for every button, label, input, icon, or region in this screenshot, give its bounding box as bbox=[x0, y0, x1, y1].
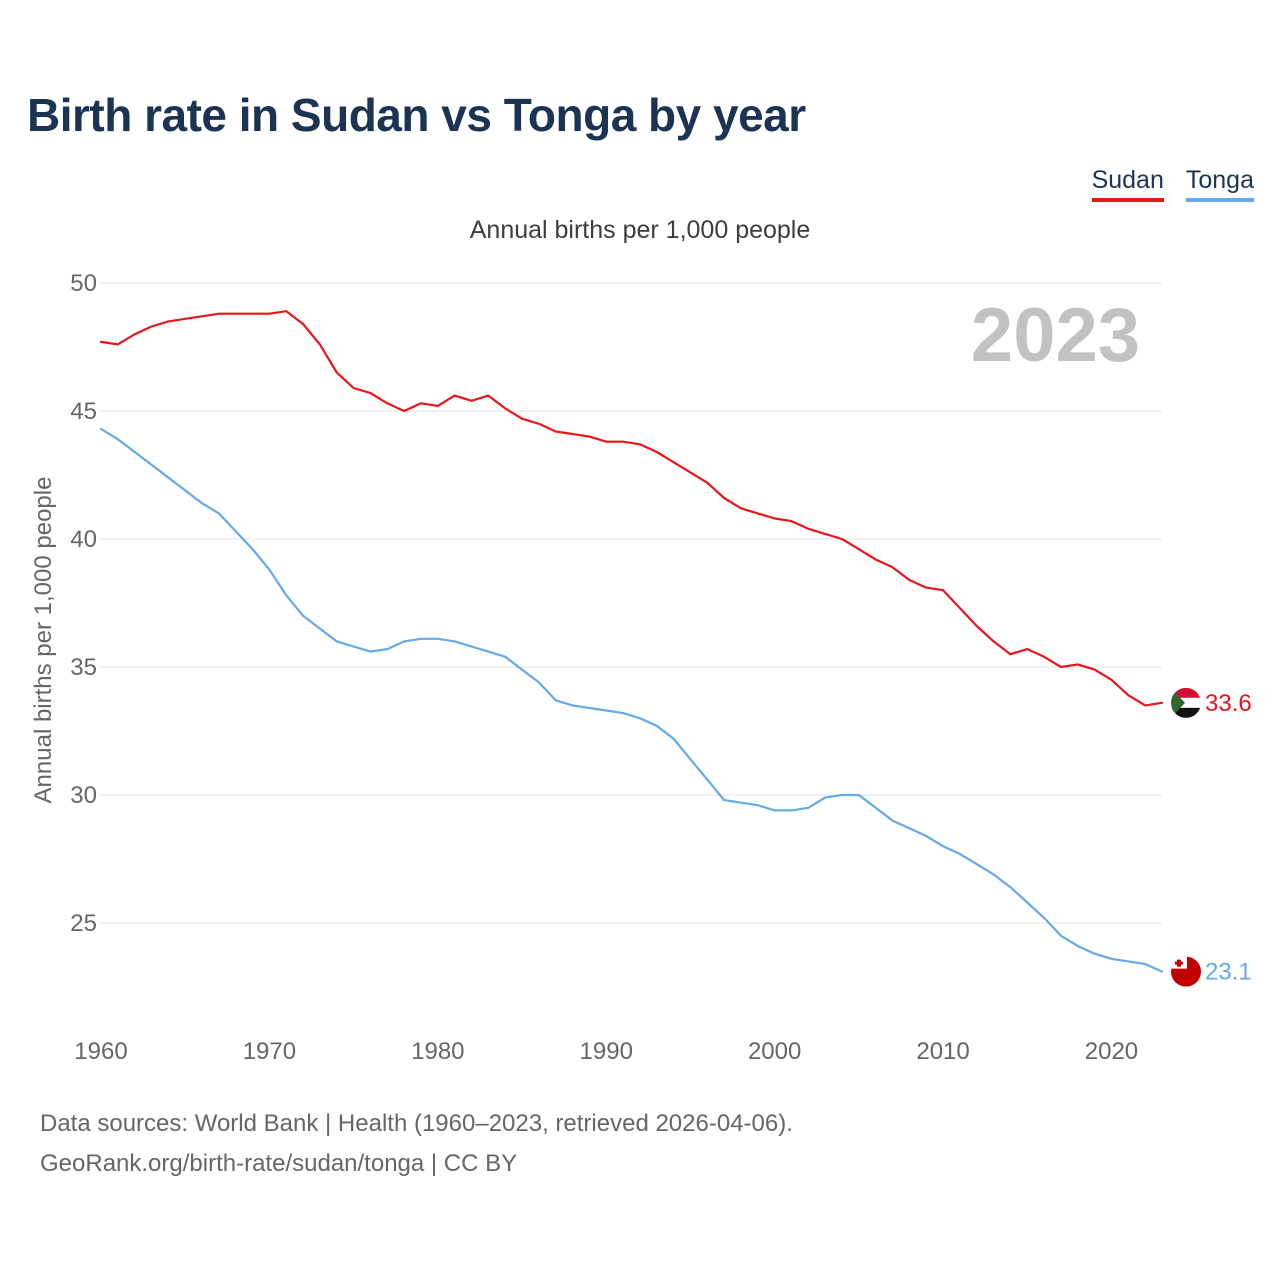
footer: Data sources: World Bank | Health (1960–… bbox=[40, 1104, 793, 1184]
source-url: GeoRank.org/birth-rate/sudan/tonga | CC … bbox=[40, 1150, 518, 1177]
x-tick-label: 2010 bbox=[916, 1038, 969, 1065]
legend-item-tonga[interactable]: Tonga bbox=[1185, 166, 1254, 202]
year-watermark: 2023 bbox=[971, 293, 1140, 378]
legend: Sudan Tonga bbox=[1091, 166, 1254, 202]
x-tick-label: 2020 bbox=[1085, 1038, 1138, 1065]
flag-sudan-icon bbox=[1171, 687, 1201, 718]
y-tick-label: 25 bbox=[70, 910, 97, 937]
y-tick-label: 35 bbox=[70, 654, 97, 681]
x-tick-label: 1990 bbox=[580, 1038, 633, 1065]
end-value-label-sudan: 33.6 bbox=[1205, 690, 1252, 717]
x-tick-label: 1970 bbox=[243, 1038, 296, 1065]
chart-subtitle: Annual births per 1,000 people bbox=[469, 216, 811, 244]
chart-title: Birth rate in Sudan vs Tonga by year bbox=[27, 89, 806, 141]
x-tick-label: 1980 bbox=[411, 1038, 464, 1065]
y-tick-label: 30 bbox=[70, 782, 97, 809]
x-tick-label: 2000 bbox=[748, 1038, 801, 1065]
y-tick-label: 50 bbox=[70, 270, 97, 297]
data-source-note: Data sources: World Bank | Health (1960–… bbox=[40, 1110, 793, 1137]
y-tick-label: 40 bbox=[70, 526, 97, 553]
flag-tonga-icon bbox=[1171, 956, 1201, 987]
y-tick-label: 45 bbox=[70, 398, 97, 425]
series-line-sudan bbox=[99, 310, 1164, 707]
x-tick-label: 1960 bbox=[74, 1038, 127, 1065]
end-value-label-tonga: 23.1 bbox=[1205, 959, 1252, 986]
series-line-tonga bbox=[99, 427, 1164, 973]
y-axis-title: Annual births per 1,000 people bbox=[30, 477, 57, 804]
legend-item-sudan[interactable]: Sudan bbox=[1091, 166, 1164, 202]
